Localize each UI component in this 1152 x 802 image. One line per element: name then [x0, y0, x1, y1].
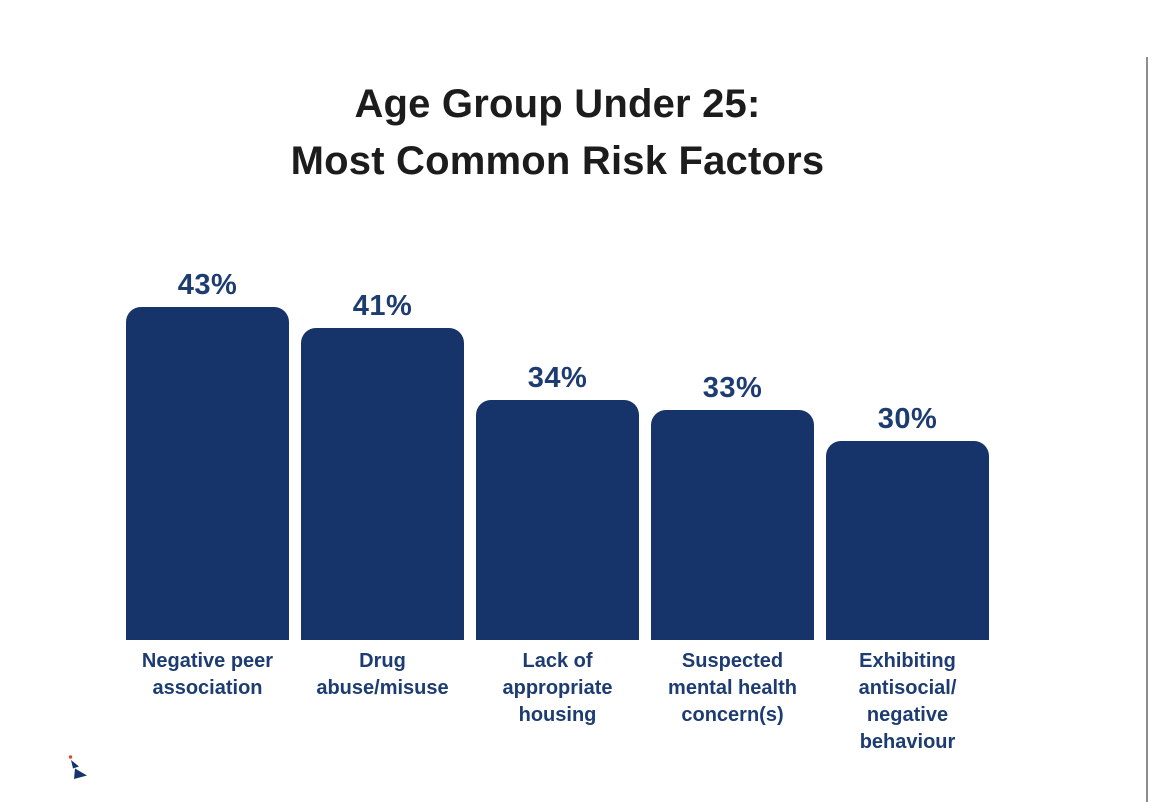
bar-column: 34% — [476, 362, 639, 640]
chart-title-line-1: Age Group Under 25: — [354, 82, 761, 126]
bar-chart-category-labels: Negative peer association Drug abuse/misu… — [126, 648, 989, 756]
bar-category-label: Lack of appropriate housing — [502, 650, 613, 726]
bar-category-label: Drug abuse/misuse — [316, 650, 449, 699]
bar-column: 41% — [301, 290, 464, 640]
bar-chart-plot-area: 43% 41% 34% 33% 30% — [126, 0, 989, 640]
logo-fragment-icon — [68, 755, 87, 779]
bar — [476, 400, 639, 640]
bar-category-label: Negative peer association — [141, 650, 274, 699]
bar-column: 33% — [651, 372, 814, 640]
bar-column: 30% — [826, 403, 989, 640]
chart-title-line-2: Most Common Risk Factors — [290, 139, 825, 183]
bar-value-label: 41% — [352, 290, 413, 322]
bar-column: 43% — [126, 269, 289, 640]
bar-category-label: Exhibiting antisocial/ negative behaviou… — [858, 650, 957, 753]
bar — [301, 328, 464, 640]
bar-value-label: 34% — [527, 362, 588, 394]
bar-value-label: 43% — [177, 269, 238, 301]
bar — [651, 410, 814, 640]
bar — [126, 307, 289, 640]
bar-value-label: 33% — [702, 372, 763, 404]
chart-title: Age Group Under 25: Most Common Risk Fac… — [126, 76, 989, 190]
bar-value-label: 30% — [877, 403, 938, 435]
page-edge-divider — [1146, 57, 1148, 802]
bar-category-label: Suspected mental health concern(s) — [668, 650, 797, 726]
bar — [826, 441, 989, 640]
